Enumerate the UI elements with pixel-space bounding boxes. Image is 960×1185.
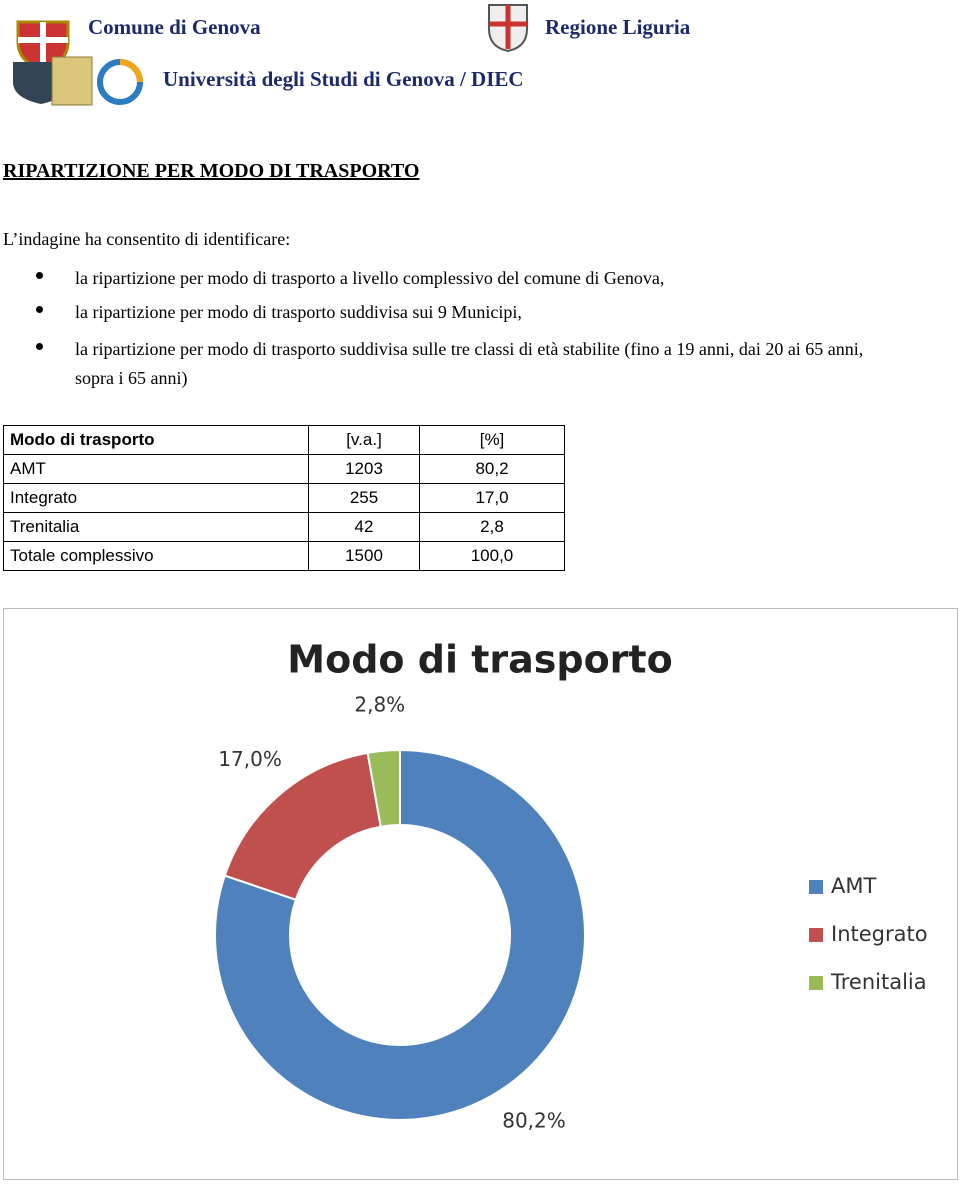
header-left: Comune di Genova	[88, 15, 261, 39]
header-right: Regione Liguria	[545, 15, 691, 39]
logo-liguria	[488, 4, 528, 52]
logos-left	[13, 20, 143, 106]
legend-label: Trenitalia	[830, 970, 927, 994]
table-cell: 1500	[308, 541, 420, 571]
bullet-dot	[36, 343, 43, 350]
data-label: 80,2%	[502, 1108, 566, 1132]
table-cell: 42	[308, 512, 420, 542]
data-label: 2,8%	[354, 692, 405, 716]
chart-title: Modo di trasporto	[287, 638, 672, 682]
data-label: 17,0%	[218, 747, 282, 771]
table-cell: 100,0	[419, 541, 565, 571]
table-cell: 255	[308, 483, 420, 513]
donut-slice	[366, 748, 401, 828]
bullet-text: la ripartizione per modo di trasporto su…	[75, 302, 522, 322]
heading: RIPARTIZIONE PER MODO DI TRASPORTO	[3, 160, 420, 182]
legend-swatch	[809, 976, 823, 990]
legend-label: AMT	[831, 874, 876, 898]
table-cell: 1203	[308, 454, 420, 484]
table-header-cell: [v.a.]	[308, 425, 420, 455]
table-cell: Totale complessivo	[3, 541, 309, 571]
table-row: Integrato 255 17,0	[3, 483, 565, 513]
table-cell: AMT	[3, 454, 309, 484]
table-cell: Trenitalia	[3, 512, 309, 542]
donut-slice	[214, 748, 586, 1121]
bullet-dot	[36, 306, 43, 313]
table-cell: Integrato	[3, 483, 309, 513]
table-header-cell: Modo di trasporto	[3, 425, 309, 455]
header-university: Università degli Studi di Genova / DIEC	[163, 67, 524, 91]
bullet-dot	[36, 272, 43, 279]
data-table: Modo di trasporto [v.a.] [%] AMT 1203 80,2 Int…	[3, 425, 565, 571]
table-cell: 17,0	[419, 483, 565, 513]
table-row: Totale complessivo 1500 100,0	[3, 541, 565, 571]
table-cell: 2,8	[419, 512, 565, 542]
table-header-cell: [%]	[419, 425, 565, 455]
legend-label: Integrato	[831, 922, 928, 946]
legend-swatch	[809, 880, 823, 894]
bullet-text: la ripartizione per modo di trasporto su…	[75, 339, 864, 388]
intro: L’indagine ha consentito di identificare…	[3, 229, 291, 249]
bullet-text: la ripartizione per modo di trasporto a …	[75, 268, 665, 288]
table-row: AMT 1203 80,2	[3, 454, 565, 484]
table-row: Trenitalia 42 2,8	[3, 512, 565, 542]
legend-swatch	[809, 928, 823, 942]
table-header-row: Modo di trasporto [v.a.] [%]	[3, 425, 565, 455]
table-cell: 80,2	[419, 454, 565, 484]
chart: Modo di trasporto 80,2% 17,0% 2,8% AMT Integ…	[3, 608, 958, 1180]
